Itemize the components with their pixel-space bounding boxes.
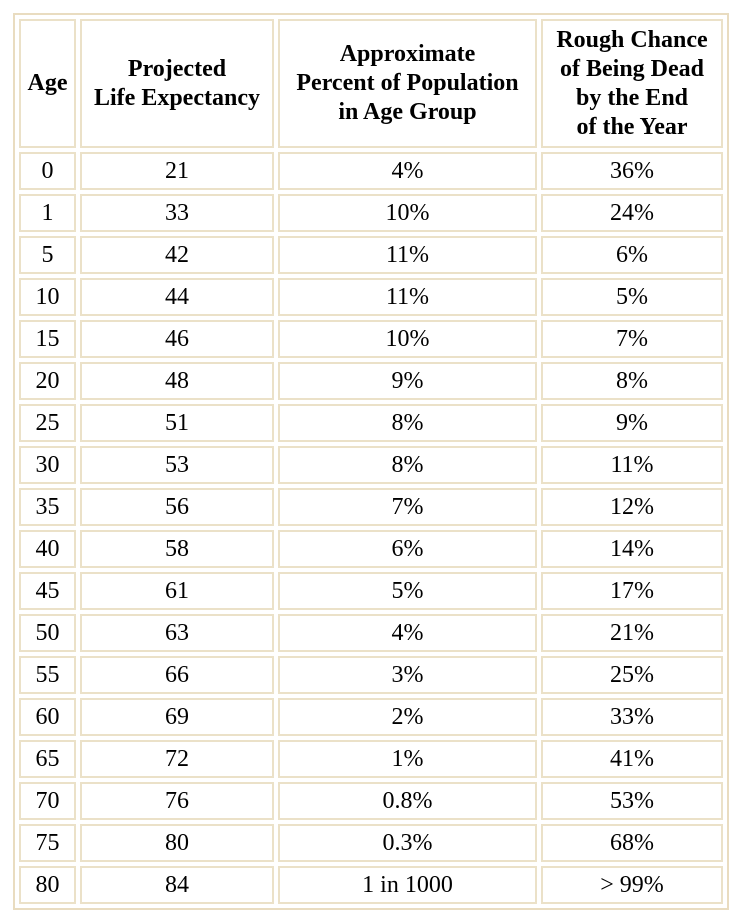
cell-life-expectancy: 61 xyxy=(80,572,274,610)
cell-age: 10 xyxy=(19,278,76,316)
cell-age: 45 xyxy=(19,572,76,610)
cell-life-expectancy: 51 xyxy=(80,404,274,442)
header-row: Age Projected Life Expectancy Approximate… xyxy=(19,19,723,148)
table-row: 10 44 11% 5% xyxy=(19,278,723,316)
cell-chance-of-death: 8% xyxy=(541,362,723,400)
cell-percent-population: 11% xyxy=(278,236,537,274)
table-row: 45 61 5% 17% xyxy=(19,572,723,610)
table-row: 25 51 8% 9% xyxy=(19,404,723,442)
table-row: 60 69 2% 33% xyxy=(19,698,723,736)
table-body: 0 21 4% 36% 1 33 10% 24% 5 42 11% 6% 10 44 11% 5% 15 46 10… xyxy=(19,152,723,904)
cell-chance-of-death: 41% xyxy=(541,740,723,778)
cell-age: 1 xyxy=(19,194,76,232)
cell-chance-of-death: 7% xyxy=(541,320,723,358)
cell-chance-of-death: > 99% xyxy=(541,866,723,904)
cell-life-expectancy: 33 xyxy=(80,194,274,232)
cell-life-expectancy: 53 xyxy=(80,446,274,484)
life-expectancy-table: Age Projected Life Expectancy Approximate… xyxy=(13,13,729,910)
cell-chance-of-death: 24% xyxy=(541,194,723,232)
cell-percent-population: 4% xyxy=(278,614,537,652)
cell-life-expectancy: 63 xyxy=(80,614,274,652)
table-row: 35 56 7% 12% xyxy=(19,488,723,526)
table-row: 75 80 0.3% 68% xyxy=(19,824,723,862)
table-row: 1 33 10% 24% xyxy=(19,194,723,232)
header-percent-population: Approximate Percent of Population in Age G… xyxy=(278,19,537,148)
cell-age: 25 xyxy=(19,404,76,442)
table-row: 15 46 10% 7% xyxy=(19,320,723,358)
cell-life-expectancy: 66 xyxy=(80,656,274,694)
cell-age: 20 xyxy=(19,362,76,400)
cell-percent-population: 9% xyxy=(278,362,537,400)
table-row: 65 72 1% 41% xyxy=(19,740,723,778)
cell-percent-population: 8% xyxy=(278,446,537,484)
cell-percent-population: 0.3% xyxy=(278,824,537,862)
cell-chance-of-death: 53% xyxy=(541,782,723,820)
cell-life-expectancy: 56 xyxy=(80,488,274,526)
cell-percent-population: 10% xyxy=(278,194,537,232)
cell-age: 40 xyxy=(19,530,76,568)
cell-life-expectancy: 76 xyxy=(80,782,274,820)
cell-age: 0 xyxy=(19,152,76,190)
header-chance-of-death: Rough Chance of Being Dead by the End of th… xyxy=(541,19,723,148)
cell-chance-of-death: 33% xyxy=(541,698,723,736)
cell-age: 50 xyxy=(19,614,76,652)
cell-chance-of-death: 68% xyxy=(541,824,723,862)
cell-life-expectancy: 48 xyxy=(80,362,274,400)
table-row: 40 58 6% 14% xyxy=(19,530,723,568)
table-row: 80 84 1 in 1000 > 99% xyxy=(19,866,723,904)
cell-life-expectancy: 21 xyxy=(80,152,274,190)
cell-percent-population: 10% xyxy=(278,320,537,358)
cell-life-expectancy: 72 xyxy=(80,740,274,778)
cell-percent-population: 8% xyxy=(278,404,537,442)
cell-life-expectancy: 44 xyxy=(80,278,274,316)
cell-life-expectancy: 46 xyxy=(80,320,274,358)
table-row: 70 76 0.8% 53% xyxy=(19,782,723,820)
cell-chance-of-death: 5% xyxy=(541,278,723,316)
cell-age: 15 xyxy=(19,320,76,358)
cell-percent-population: 11% xyxy=(278,278,537,316)
cell-chance-of-death: 17% xyxy=(541,572,723,610)
header-age: Age xyxy=(19,19,76,148)
cell-life-expectancy: 58 xyxy=(80,530,274,568)
table-row: 20 48 9% 8% xyxy=(19,362,723,400)
cell-percent-population: 0.8% xyxy=(278,782,537,820)
cell-chance-of-death: 11% xyxy=(541,446,723,484)
cell-chance-of-death: 25% xyxy=(541,656,723,694)
table-row: 5 42 11% 6% xyxy=(19,236,723,274)
cell-chance-of-death: 9% xyxy=(541,404,723,442)
cell-age: 65 xyxy=(19,740,76,778)
cell-age: 60 xyxy=(19,698,76,736)
table-row: 55 66 3% 25% xyxy=(19,656,723,694)
cell-age: 80 xyxy=(19,866,76,904)
cell-chance-of-death: 21% xyxy=(541,614,723,652)
header-life-expectancy: Projected Life Expectancy xyxy=(80,19,274,148)
cell-life-expectancy: 69 xyxy=(80,698,274,736)
cell-age: 70 xyxy=(19,782,76,820)
cell-percent-population: 1% xyxy=(278,740,537,778)
cell-percent-population: 1 in 1000 xyxy=(278,866,537,904)
cell-chance-of-death: 14% xyxy=(541,530,723,568)
cell-percent-population: 7% xyxy=(278,488,537,526)
table-row: 50 63 4% 21% xyxy=(19,614,723,652)
cell-age: 55 xyxy=(19,656,76,694)
cell-percent-population: 2% xyxy=(278,698,537,736)
cell-chance-of-death: 36% xyxy=(541,152,723,190)
cell-age: 5 xyxy=(19,236,76,274)
cell-percent-population: 5% xyxy=(278,572,537,610)
table-row: 30 53 8% 11% xyxy=(19,446,723,484)
cell-age: 35 xyxy=(19,488,76,526)
cell-percent-population: 4% xyxy=(278,152,537,190)
cell-age: 75 xyxy=(19,824,76,862)
cell-percent-population: 3% xyxy=(278,656,537,694)
cell-chance-of-death: 12% xyxy=(541,488,723,526)
cell-life-expectancy: 80 xyxy=(80,824,274,862)
cell-chance-of-death: 6% xyxy=(541,236,723,274)
table-row: 0 21 4% 36% xyxy=(19,152,723,190)
cell-age: 30 xyxy=(19,446,76,484)
cell-percent-population: 6% xyxy=(278,530,537,568)
cell-life-expectancy: 84 xyxy=(80,866,274,904)
cell-life-expectancy: 42 xyxy=(80,236,274,274)
